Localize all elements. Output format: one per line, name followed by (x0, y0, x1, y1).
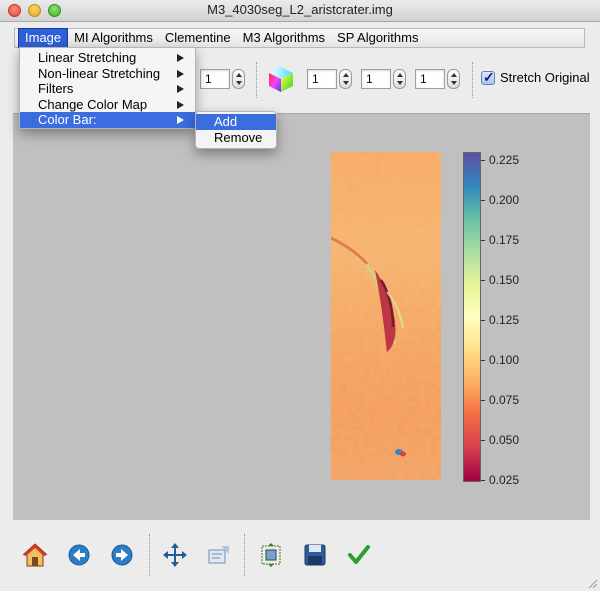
colorbar-tick-label: 0.225 (489, 153, 520, 167)
colorbar-tick-label: 0.075 (489, 393, 520, 407)
toolbar-separator (149, 534, 150, 576)
menu-mi-algorithms[interactable]: MI Algorithms (74, 30, 153, 45)
configure-subplots-icon[interactable] (206, 542, 232, 568)
menu-image[interactable]: Image (18, 28, 69, 48)
blue-band-value[interactable]: 1 (415, 69, 445, 89)
menu-item-label: Change Color Map (38, 96, 148, 112)
menu-item-label: Linear Stretching (38, 50, 137, 65)
close-window-button[interactable] (8, 4, 21, 17)
menu-item-label: Color Bar: (38, 112, 97, 127)
submenu-arrow-icon (177, 85, 184, 93)
toolbar-separator (244, 534, 245, 576)
image-menu-dropdown: Linear Stretching Non-linear Stretching … (19, 47, 196, 129)
back-arrow-icon[interactable] (66, 542, 92, 568)
colorbar-tick (481, 200, 485, 201)
red-band-arrows[interactable] (339, 69, 352, 89)
window-title: M3_4030seg_L2_aristcrater.img (207, 2, 393, 17)
menu-item-linear-stretching[interactable]: Linear Stretching (20, 50, 195, 66)
colorbar-tick-label: 0.100 (489, 353, 520, 367)
menu-item-nonlinear-stretching[interactable]: Non-linear Stretching (20, 66, 195, 82)
colorbar-tick-label: 0.200 (489, 193, 520, 207)
navigation-toolbar (14, 532, 590, 580)
pan-icon[interactable] (162, 542, 188, 568)
top-toolbar: 1 1 1 1 Stretch Original (14, 56, 590, 104)
lunar-image-raster (331, 152, 441, 480)
green-band-spinbox[interactable]: 1 (361, 68, 406, 90)
colorbar-tick (481, 360, 485, 361)
menu-sp-algorithms[interactable]: SP Algorithms (337, 30, 419, 45)
submenu-arrow-icon (177, 69, 184, 78)
menu-item-filters[interactable]: Filters (20, 81, 195, 97)
red-band-spinbox[interactable]: 1 (307, 68, 352, 90)
zoom-window-button[interactable] (48, 4, 61, 17)
menu-item-label: Non-linear Stretching (38, 65, 161, 81)
home-icon[interactable] (22, 542, 48, 568)
blue-band-spinbox[interactable]: 1 (415, 68, 460, 90)
colorbar-tick (481, 240, 485, 241)
menubar: Image MI Algorithms Clementine M3 Algori… (14, 28, 585, 48)
colorbar-tick (481, 160, 485, 161)
menu-item-color-bar[interactable]: Color Bar: (20, 112, 195, 128)
colorbar-tick (481, 480, 485, 481)
red-band-value[interactable]: 1 (307, 69, 337, 89)
submenu-item-add[interactable]: Add (196, 114, 276, 130)
stretch-original-label: Stretch Original (500, 70, 590, 85)
save-icon[interactable] (302, 542, 328, 568)
submenu-arrow-icon (177, 100, 184, 109)
green-band-value[interactable]: 1 (361, 69, 391, 89)
colorbar-tick (481, 400, 485, 401)
band-spinbox-value[interactable]: 1 (200, 69, 230, 89)
colorbar-tick (481, 440, 485, 441)
band-spinbox-arrows[interactable] (232, 69, 245, 89)
colorbar-tick (481, 320, 485, 321)
colorbar-tick-label: 0.125 (489, 313, 520, 327)
colorbar-submenu: Add Remove (195, 111, 277, 149)
rgb-cube-icon[interactable] (266, 64, 296, 94)
forward-arrow-icon[interactable] (109, 542, 135, 568)
menu-m3-algorithms[interactable]: M3 Algorithms (242, 30, 326, 45)
colorbar-tick-label: 0.175 (489, 233, 520, 247)
submenu-arrow-icon (177, 54, 184, 62)
stretch-original-checkbox[interactable] (481, 69, 495, 86)
green-band-arrows[interactable] (393, 69, 406, 89)
submenu-item-remove[interactable]: Remove (214, 130, 263, 145)
colorbar-tick-label: 0.150 (489, 273, 520, 287)
colorbar-tick-label: 0.025 (489, 473, 520, 487)
blue-band-arrows[interactable] (447, 69, 460, 89)
colorbar-tick-label: 0.050 (489, 433, 520, 447)
menu-item-label: Filters (38, 81, 74, 96)
stretch-original-toggle[interactable]: Stretch Original (481, 69, 590, 86)
menu-item-change-color-map[interactable]: Change Color Map (20, 97, 195, 113)
zoom-region-icon[interactable] (258, 542, 284, 568)
colorbar-gradient (463, 152, 481, 482)
menu-clementine[interactable]: Clementine (164, 30, 231, 45)
submenu-arrow-icon (177, 116, 184, 124)
toolbar-separator (472, 62, 473, 98)
plot-canvas[interactable]: 0.225 0.200 0.175 0.150 0.125 0.100 0.075 0.050… (13, 113, 590, 520)
window-titlebar: M3_4030seg_L2_aristcrater.img (0, 0, 600, 22)
resize-grip-icon[interactable] (586, 577, 598, 589)
apply-checkmark-icon[interactable] (346, 542, 372, 568)
minimize-window-button[interactable] (28, 4, 41, 17)
band-spinbox[interactable]: 1 (200, 68, 245, 90)
toolbar-separator (256, 62, 257, 98)
colorbar-tick (481, 280, 485, 281)
